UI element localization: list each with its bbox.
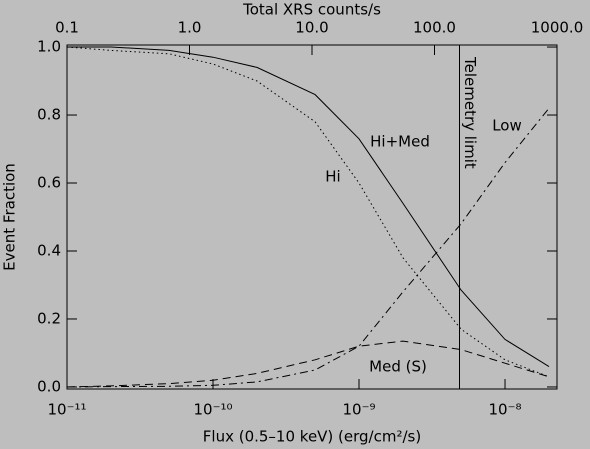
telemetry-limit-label: Telemetry limit — [461, 56, 479, 169]
x2-tick-label: 10.0 — [295, 19, 328, 37]
x2-tick-label: 0.1 — [55, 19, 79, 37]
x-axis-title: Flux (0.5–10 keV) (erg/cm²/s) — [203, 428, 421, 446]
plot-frame — [66, 44, 558, 390]
x2-tick-label: 100.0 — [413, 19, 456, 37]
x2-tick-label: 1000.0 — [531, 19, 584, 37]
x-tick-label: 10⁻⁸ — [489, 401, 522, 419]
y-tick-label: 0.6 — [37, 174, 61, 192]
series-label: Low — [492, 117, 522, 135]
y-tick-label: 0.2 — [37, 309, 61, 327]
y-tick-label: 0.4 — [37, 241, 61, 259]
series-label: Hi+Med — [370, 133, 430, 151]
y-tick-label: 1.0 — [37, 38, 61, 56]
series-label: Med (S) — [369, 358, 427, 376]
y-tick-label: 0.8 — [37, 106, 61, 124]
series-line — [66, 340, 550, 388]
series-label: Hi — [325, 168, 340, 186]
series-line — [66, 46, 550, 378]
series-line — [67, 46, 550, 368]
y-axis-title: Event Fraction — [1, 163, 19, 271]
y-tick-label: 0.0 — [37, 377, 61, 395]
x-tick-label: 10⁻¹⁰ — [193, 401, 232, 419]
x-tick-label: 10⁻⁹ — [342, 401, 375, 419]
x2-tick-label: 1.0 — [178, 19, 202, 37]
x-tick-label: 10⁻¹¹ — [47, 401, 86, 419]
x2-axis-title: Total XRS counts/s — [242, 1, 381, 19]
